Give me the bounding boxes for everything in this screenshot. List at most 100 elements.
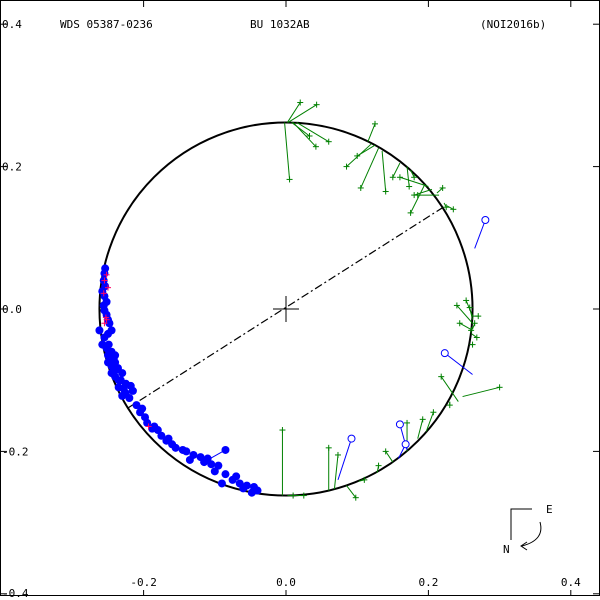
green-residual xyxy=(381,150,387,192)
green-point xyxy=(468,327,475,334)
blue-point xyxy=(232,472,241,481)
open-residual xyxy=(474,219,486,249)
y-tick-label: -0.4 xyxy=(2,587,29,600)
green-point xyxy=(496,384,503,391)
blue-point xyxy=(221,470,230,479)
green-point xyxy=(286,176,293,183)
green-residual xyxy=(346,485,357,498)
micrometric-series xyxy=(279,99,503,501)
interferometric-series xyxy=(100,271,152,430)
orientation-compass: EN xyxy=(503,503,553,556)
blue-point xyxy=(95,326,104,335)
orbit-ellipse xyxy=(98,121,474,497)
open-point xyxy=(347,434,356,443)
open-residual xyxy=(337,438,352,481)
blue-point xyxy=(126,381,135,390)
blue-point xyxy=(239,484,248,493)
blue-point xyxy=(200,458,209,467)
open-residual xyxy=(444,352,473,375)
y-tick-label: 0.2 xyxy=(2,161,22,174)
primary-star-marker xyxy=(273,296,299,322)
green-residual xyxy=(471,333,478,338)
blue-point xyxy=(157,431,166,440)
blue-point xyxy=(100,269,109,278)
header-wds-id: WDS 05387-0236 xyxy=(60,18,153,31)
green-point xyxy=(463,297,470,304)
primary-cross xyxy=(273,296,299,322)
green-point xyxy=(306,132,313,139)
green-residual xyxy=(296,122,329,143)
green-point xyxy=(361,476,368,483)
blue-point xyxy=(105,319,114,328)
magenta-point xyxy=(105,284,111,291)
green-residual xyxy=(367,123,376,142)
line-of-nodes xyxy=(127,206,444,409)
green-point xyxy=(446,402,453,409)
green-point xyxy=(300,492,307,499)
blue-point xyxy=(148,424,157,433)
green-residual xyxy=(287,104,317,123)
green-point xyxy=(450,206,457,213)
magenta-point xyxy=(103,271,110,278)
green-point xyxy=(439,184,446,191)
y-tick-label: 0.0 xyxy=(2,303,22,316)
magenta-point xyxy=(101,277,108,284)
open-point xyxy=(481,216,490,224)
green-residual xyxy=(417,419,424,439)
x-tick-label: -0.2 xyxy=(130,576,157,589)
header-reference: (NOI2016b) xyxy=(480,18,546,31)
green-point xyxy=(354,152,361,159)
green-residual xyxy=(446,205,454,210)
green-point xyxy=(375,462,382,469)
green-point xyxy=(407,209,414,216)
blue-point xyxy=(104,351,112,360)
green-point xyxy=(475,313,482,320)
blue-point xyxy=(113,364,122,373)
green-residual xyxy=(399,176,429,188)
green-point xyxy=(389,174,396,181)
x-tick-label: 0.4 xyxy=(561,576,581,589)
y-tick-label: -0.2 xyxy=(2,445,29,458)
blue-point xyxy=(119,384,128,393)
magenta-point xyxy=(100,290,107,297)
green-point xyxy=(290,492,297,499)
green-point xyxy=(312,143,319,150)
green-residual xyxy=(436,187,443,194)
green-point xyxy=(382,448,389,455)
green-residual xyxy=(406,166,410,187)
blue-point xyxy=(132,401,141,410)
green-point xyxy=(443,204,450,211)
green-point xyxy=(334,451,341,458)
green-residual xyxy=(385,451,394,463)
green-point xyxy=(357,184,364,191)
green-residual xyxy=(425,412,434,432)
blue-point xyxy=(178,445,187,454)
blue-point xyxy=(210,467,219,476)
green-point xyxy=(469,341,476,348)
compass-rotation-arc xyxy=(521,521,542,547)
green-residual xyxy=(410,169,415,178)
compass-north-label: N xyxy=(503,543,510,556)
blue-point xyxy=(214,461,223,470)
green-point xyxy=(325,444,332,451)
green-point xyxy=(396,174,403,181)
blue-point xyxy=(217,479,226,488)
magenta-point xyxy=(145,423,152,430)
x-tick-label: 0.0 xyxy=(276,576,296,589)
green-residual xyxy=(414,188,433,196)
green-residual xyxy=(459,322,473,331)
green-point xyxy=(438,373,445,380)
green-point xyxy=(411,174,418,181)
green-point xyxy=(313,101,320,108)
green-point xyxy=(466,304,473,311)
green-point xyxy=(325,138,332,145)
blue-point xyxy=(247,488,256,497)
blue-point xyxy=(143,418,152,427)
blue-point xyxy=(125,394,134,402)
open-point xyxy=(395,420,404,429)
green-point xyxy=(352,494,359,501)
green-point xyxy=(382,188,389,195)
green-residual xyxy=(392,162,401,178)
